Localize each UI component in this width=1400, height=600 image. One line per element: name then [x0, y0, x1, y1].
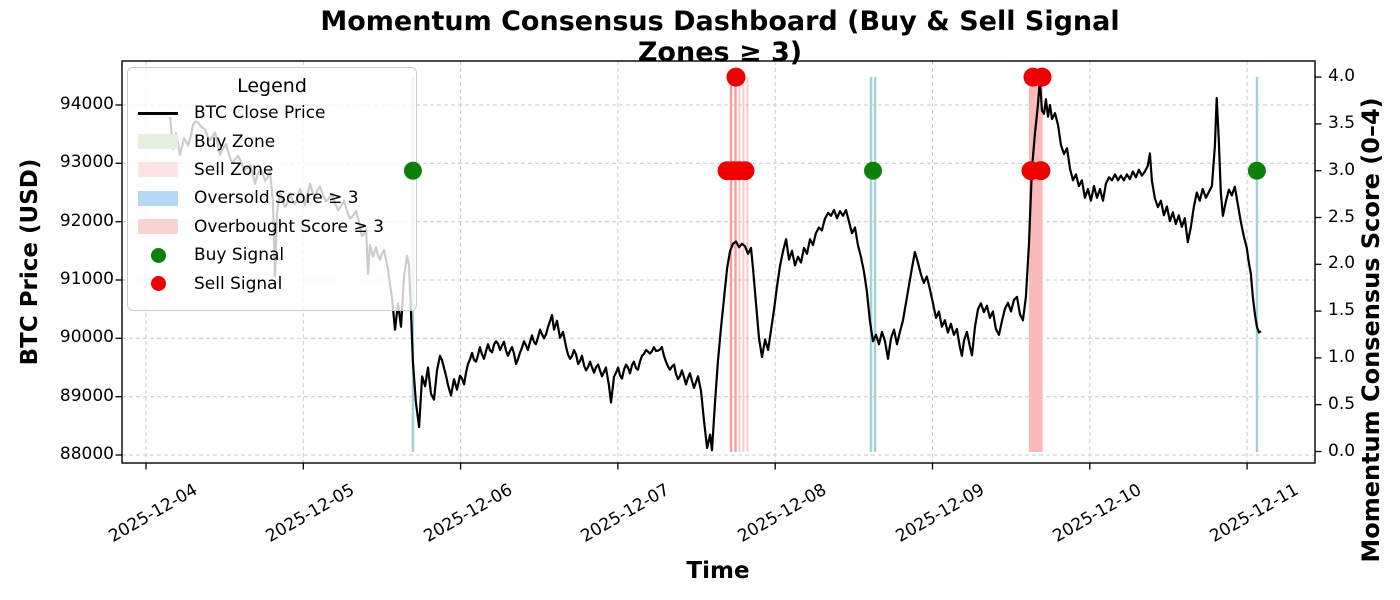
legend-label: Sell Zone	[194, 159, 274, 180]
legend-title: Legend	[237, 75, 307, 97]
sell-signal-dot	[1032, 67, 1052, 87]
legend-label: BTC Close Price	[194, 103, 326, 124]
chart-title: Momentum Consensus Dashboard (Buy & Sell…	[320, 6, 1120, 68]
y-right-tick-label: 3.0	[1328, 159, 1356, 180]
y-left-tick-label: 94000	[59, 94, 114, 114]
legend-label: Sell Signal	[194, 273, 283, 294]
y-right-tick-label: 1.5	[1328, 300, 1356, 321]
y-left-tick-label: 92000	[59, 210, 114, 231]
buy-signal-dot	[403, 161, 422, 180]
sell-zone-band	[742, 77, 745, 452]
oversold-band	[870, 77, 872, 452]
sell-signal-dot	[1031, 161, 1051, 181]
y-right-tick-label: 1.0	[1328, 346, 1356, 367]
y-left-tick-label: 88000	[59, 444, 114, 464]
plot-border	[121, 60, 1316, 464]
sell-zone-band	[734, 77, 737, 452]
y-right-tick-label: 2.0	[1328, 253, 1356, 274]
legend-oversold-swatch	[138, 190, 178, 206]
overbought-band	[729, 77, 733, 452]
oversold-band	[874, 77, 876, 452]
legend-label: Oversold Score ≥ 3	[194, 188, 359, 209]
y-left-tick-label: 90000	[59, 327, 114, 348]
legend-label: Overbought Score ≥ 3	[194, 216, 384, 237]
buy-signal-dot	[1247, 161, 1266, 180]
y-left-tick-label: 93000	[59, 152, 114, 173]
legend-item-buy-zone: Buy Zone	[128, 127, 416, 155]
sell-zone-band	[746, 77, 749, 452]
overbought-band	[734, 77, 737, 452]
x-axis-label: Time	[686, 558, 750, 584]
buy-signal-dot	[864, 161, 882, 180]
legend-item-sell-zone: Sell Zone	[128, 156, 416, 184]
y-right-tick-label: 0.0	[1328, 440, 1356, 461]
y-right-tick-label: 3.5	[1328, 112, 1356, 133]
legend-label: Buy Zone	[194, 131, 276, 152]
legend-item-sell-signal: Sell Signal	[128, 269, 416, 297]
legend-buy-signal-dot	[150, 247, 166, 263]
sell-zone-band	[730, 77, 732, 452]
legend-overbought-swatch	[138, 219, 178, 235]
sell-signal-dot	[735, 161, 755, 181]
legend: Legend BTC Close Price Buy Zone Sell Zon…	[127, 67, 417, 311]
legend-item-btc-close-price: BTC Close Price	[128, 99, 416, 127]
legend-label: Buy Signal	[194, 245, 285, 266]
y-left-tick-label: 91000	[59, 269, 114, 289]
legend-item-oversold: Oversold Score ≥ 3	[128, 184, 416, 212]
legend-item-buy-signal: Buy Signal	[128, 241, 416, 269]
legend-item-overbought: Overbought Score ≥ 3	[128, 213, 416, 241]
sell-zone-band	[738, 77, 741, 452]
y-right-tick-label: 2.5	[1328, 206, 1356, 227]
legend-buy-zone-swatch	[138, 134, 178, 150]
y-right-tick-label: 0.5	[1328, 393, 1356, 414]
legend-line-swatch	[138, 111, 178, 115]
oversold-band	[1256, 77, 1258, 452]
sell-signal-dot	[726, 67, 746, 87]
y-left-tick-label: 89000	[59, 385, 114, 406]
legend-sell-signal-dot	[150, 276, 166, 292]
y-right-tick-label: 4.0	[1328, 66, 1356, 87]
legend-sell-zone-swatch	[138, 162, 178, 178]
